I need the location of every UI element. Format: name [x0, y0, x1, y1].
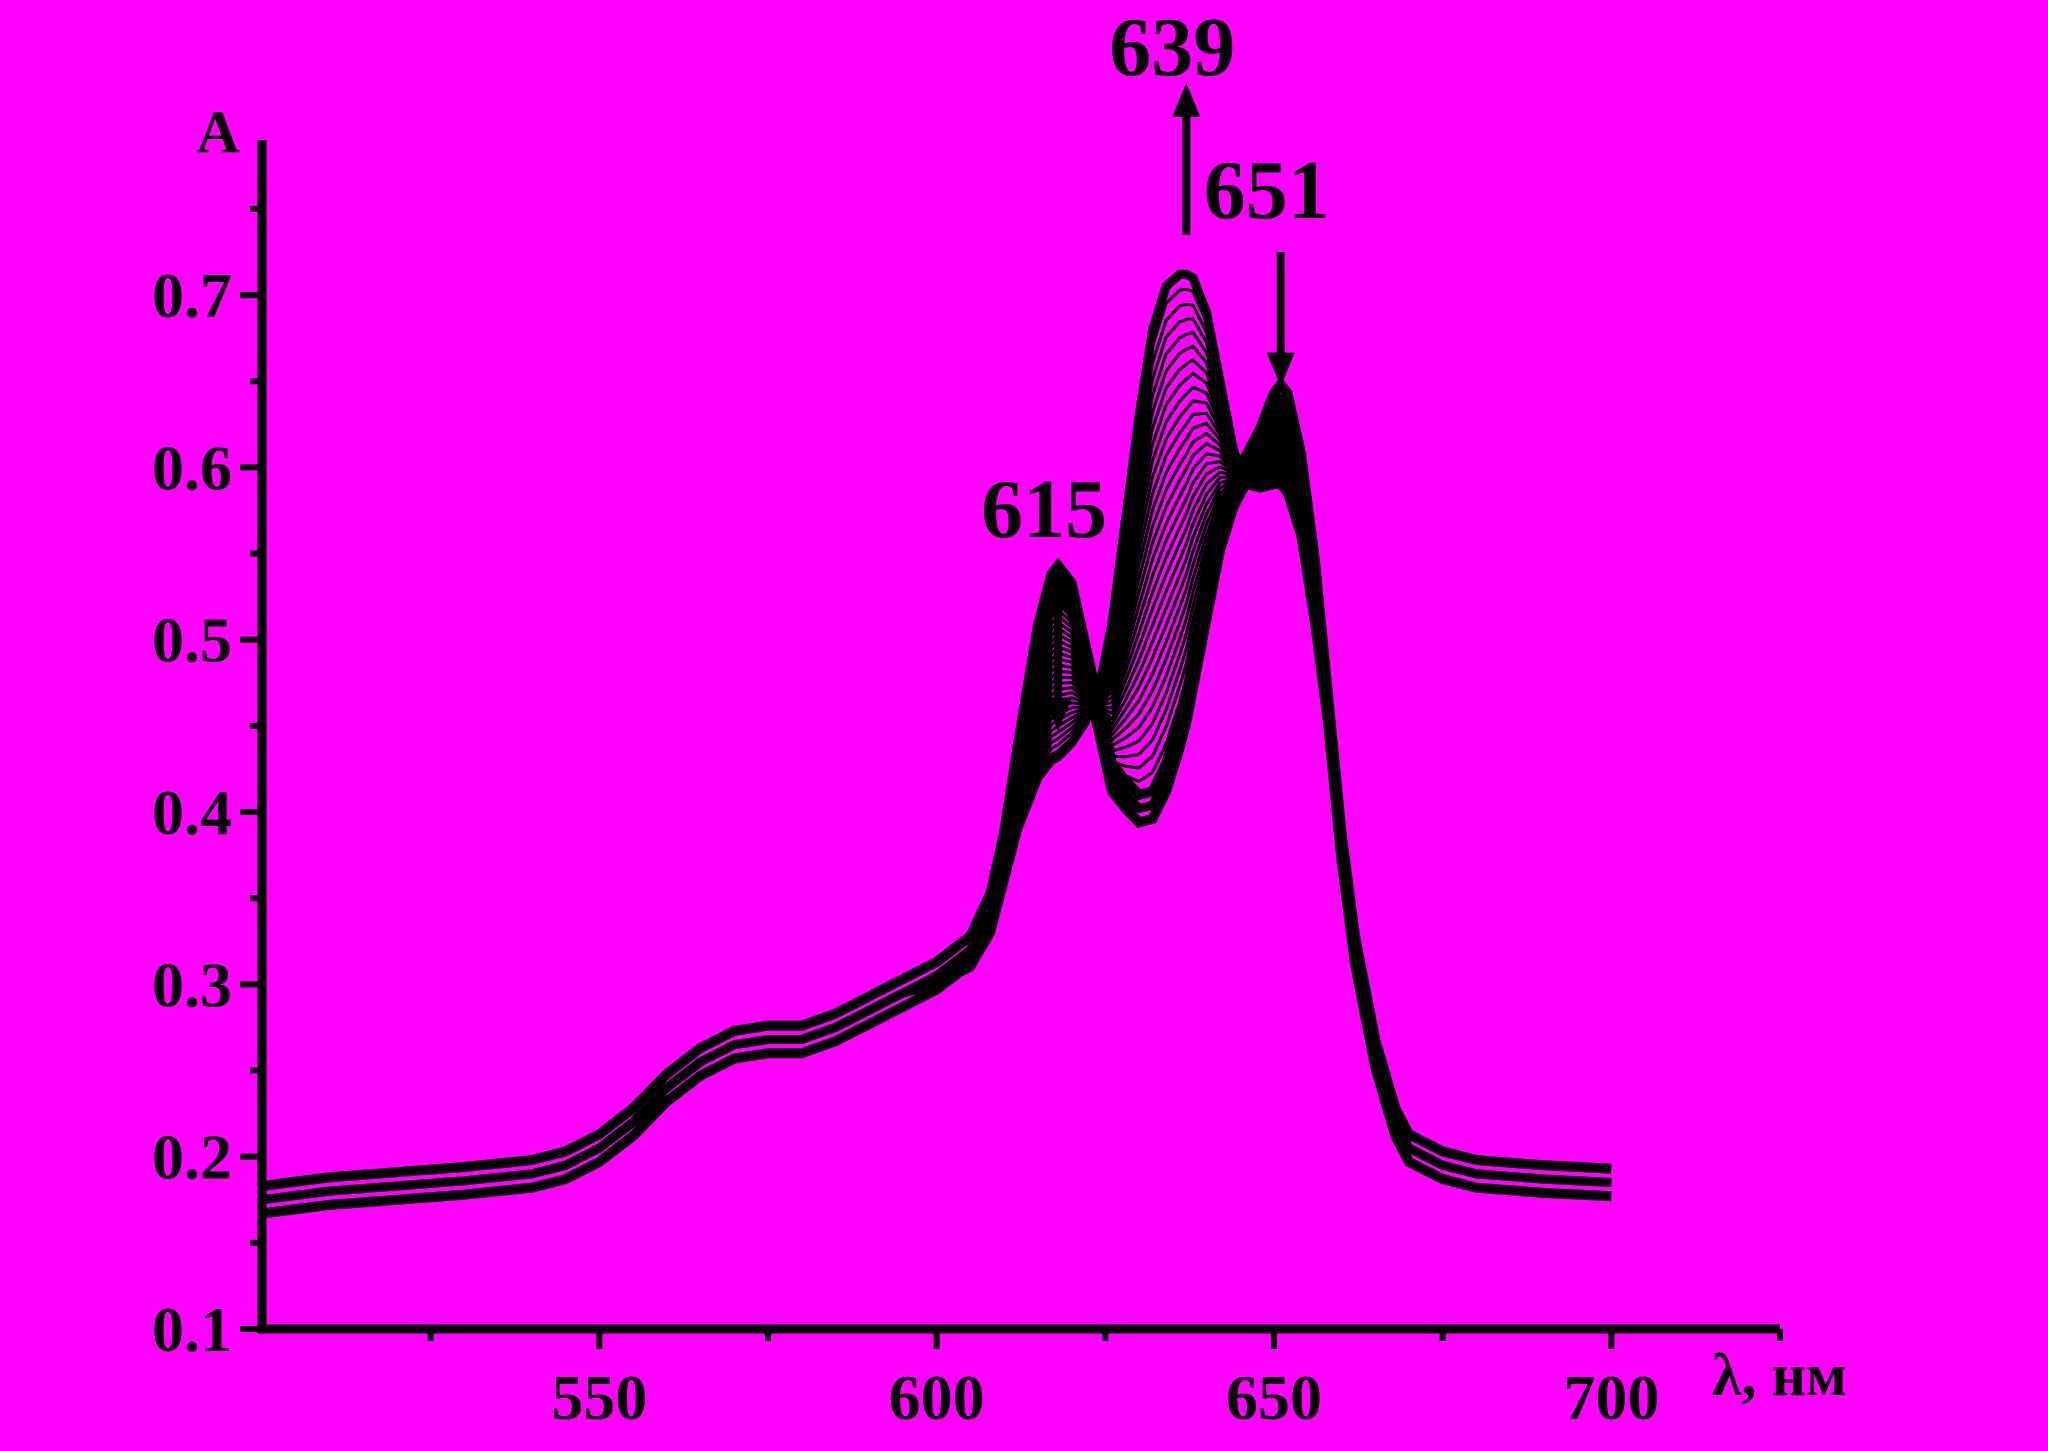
spectrum-curve — [261, 399, 1612, 1202]
spectrum-curve — [261, 432, 1612, 1202]
spectrum-curve — [261, 417, 1612, 1202]
y-tick-label: 0.6 — [152, 432, 232, 503]
x-ticks: 550 600 650 700 — [427, 1329, 1783, 1433]
arrow-head-615 — [1044, 697, 1073, 732]
arrow-head-651 — [1266, 352, 1295, 387]
spectrum-curve — [261, 402, 1612, 1202]
peak-label-651: 651 — [1204, 144, 1330, 237]
spectrum-curve — [261, 411, 1612, 1202]
spectrum-curve — [261, 302, 1612, 1202]
peak-annotations: 615 639 651 — [981, 1, 1330, 732]
x-axis-label: λ, нм — [1712, 1342, 1847, 1408]
spectra-series — [261, 269, 1612, 1219]
spectrum-curve — [261, 405, 1612, 1202]
y-tick-label: 0.4 — [152, 777, 232, 848]
spectrum-curve — [261, 399, 1612, 1202]
spectrum-curve — [261, 408, 1612, 1202]
spectrum-curve — [261, 441, 1612, 1202]
spectrum-curve — [261, 442, 1612, 1202]
arrow-head-639 — [1172, 82, 1201, 117]
spectrum-curve — [261, 287, 1612, 1202]
spectrum-curve — [261, 438, 1612, 1202]
y-tick-label: 0.1 — [152, 1294, 232, 1365]
spectrum-curve — [261, 376, 1612, 1191]
y-tick-label: 0.5 — [152, 605, 232, 676]
spectrum-curve — [261, 426, 1612, 1202]
x-tick-label: 700 — [1563, 1362, 1659, 1433]
y-tick-label: 0.3 — [152, 949, 232, 1020]
spectrum-curve — [261, 423, 1612, 1202]
y-tick-label: 0.7 — [152, 260, 232, 331]
peak-label-639: 639 — [1109, 1, 1235, 94]
y-tick-label: 0.2 — [152, 1122, 232, 1193]
spectrum-curve — [261, 429, 1612, 1202]
x-tick-label: 550 — [551, 1362, 647, 1433]
spectrum-curve — [261, 421, 1612, 1202]
peak-label-615: 615 — [981, 463, 1107, 556]
spectrum-curve — [261, 420, 1612, 1202]
spectrum-curve — [261, 317, 1612, 1202]
spectrum-curve — [261, 435, 1612, 1202]
x-tick-label: 650 — [1226, 1362, 1322, 1433]
y-axis-label: A — [196, 99, 239, 165]
spectrum-curve — [261, 358, 1612, 1202]
spectrum-curve — [261, 414, 1612, 1202]
spectrum-curve — [261, 394, 1612, 1205]
x-tick-label: 600 — [889, 1362, 985, 1433]
spectrum-curve — [261, 404, 1612, 1219]
spectrum-curve — [261, 432, 1612, 1202]
spectrum-curve — [261, 372, 1612, 1202]
spectrum-curve — [261, 331, 1612, 1202]
spectrum-curve — [261, 385, 1612, 1202]
spectrum-curve — [261, 344, 1612, 1202]
y-ticks: 0.1 0.2 0.3 0.4 0.5 0.6 0.7 — [152, 205, 262, 1365]
spectrum-curve — [261, 411, 1612, 1202]
axes: 550 600 650 700 0.1 0.2 0.3 0.4 0.5 0.6 0.7 A λ, … — [152, 99, 1847, 1433]
spectrum-curve — [261, 269, 1612, 1205]
